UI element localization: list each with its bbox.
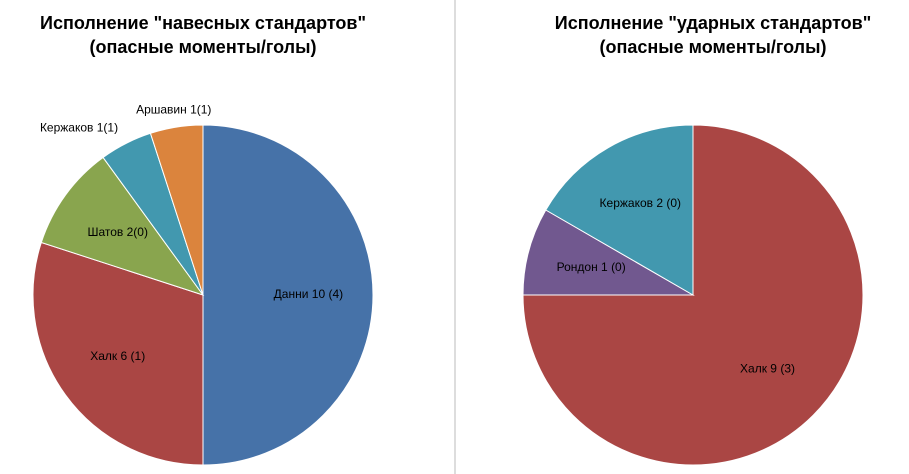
slice-label: Кержаков 2 (0): [600, 196, 681, 210]
pie-slice: [202, 124, 374, 466]
pie-slice: [545, 124, 694, 296]
slice-label: Кержаков 1(1): [40, 121, 118, 135]
slice-label: Рондон 1 (0): [557, 260, 626, 274]
slice-label: Аршавин 1(1): [136, 102, 211, 116]
chart-subtitle: (опасные моменты/голы): [90, 37, 317, 57]
slice-label: Шатов 2(0): [87, 225, 148, 239]
slice-label: Халк 9 (3): [740, 362, 795, 376]
pie-slice: [32, 241, 204, 466]
slice-label: Данни 10 (4): [274, 287, 343, 301]
slice-label: Халк 6 (1): [90, 349, 145, 363]
pie-slice: [40, 156, 205, 296]
pie-slice: [149, 124, 204, 296]
chart-title: Исполнение "ударных стандартов": [555, 13, 872, 33]
chart-subtitle: (опасные моменты/голы): [600, 37, 827, 57]
pie-slice: [522, 209, 695, 296]
chart-title: Исполнение "навесных стандартов": [40, 13, 366, 33]
pie-slice: [522, 124, 864, 466]
